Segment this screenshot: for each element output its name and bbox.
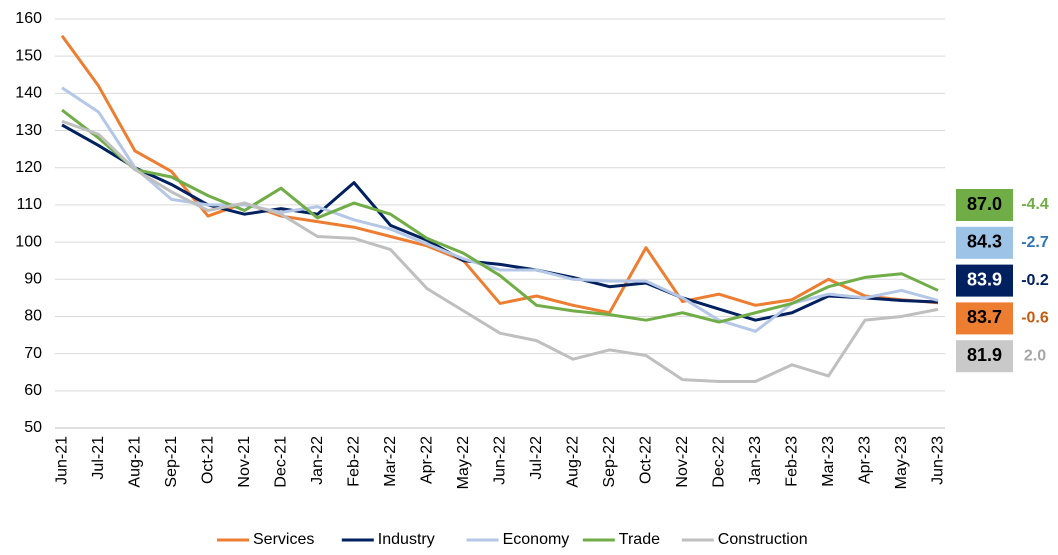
x-tick-label: Oct-22 (638, 436, 655, 484)
x-tick-label: Sep-21 (163, 436, 180, 488)
y-tick-label: 160 (15, 10, 42, 27)
end-label-box (956, 226, 1013, 259)
x-tick-label: Mar-22 (382, 436, 399, 487)
y-tick-label: 140 (15, 85, 42, 102)
series-line (61, 108, 939, 324)
x-tick-label: Aug-21 (127, 436, 144, 488)
x-tick-label: Dec-21 (273, 436, 290, 488)
end-label-box (956, 340, 1013, 373)
x-tick-label: Nov-22 (674, 436, 691, 488)
end-label-change: -4.4 (1021, 196, 1049, 213)
x-tick-label: Feb-22 (346, 436, 363, 487)
x-tick-label: Apr-22 (419, 436, 436, 484)
y-tick-label: 70 (24, 345, 42, 362)
end-label-change: 2.0 (1024, 347, 1046, 364)
y-tick-label: 150 (15, 47, 42, 64)
x-tick-label: Sep-22 (601, 436, 618, 488)
end-label-change: -0.6 (1021, 310, 1049, 327)
y-tick-label: 50 (24, 419, 42, 436)
legend-label: Industry (378, 531, 435, 548)
end-label-box (956, 302, 1013, 335)
end-label-value: 81.9 (967, 345, 1002, 365)
y-tick-label: 130 (15, 122, 42, 139)
x-tick-label: Jun-22 (492, 436, 509, 485)
end-label-change: -0.2 (1021, 272, 1049, 289)
x-tick-label: Jan-22 (309, 436, 326, 485)
x-tick-label: Jul-22 (528, 436, 545, 480)
end-label-value: 84.3 (967, 232, 1002, 252)
x-tick-label: May-23 (893, 436, 910, 489)
y-tick-label: 120 (15, 159, 42, 176)
legend-label: Services (253, 531, 314, 548)
x-tick-label: Dec-22 (711, 436, 728, 488)
end-label-value: 87.0 (967, 194, 1002, 214)
x-tick-label: May-22 (455, 436, 472, 489)
x-tick-label: Jan-23 (747, 436, 764, 485)
legend-label: Construction (718, 531, 808, 548)
series-line (60, 34, 939, 315)
x-tick-label: Jul-21 (90, 436, 107, 480)
x-tick-label: Feb-23 (784, 436, 801, 487)
x-tick-label: Aug-22 (565, 436, 582, 488)
x-tick-label: Mar-23 (820, 436, 837, 487)
y-tick-label: 60 (24, 382, 42, 399)
end-label-value: 83.7 (967, 307, 1002, 327)
x-tick-label: Oct-21 (200, 436, 217, 484)
series-line (61, 86, 939, 333)
end-label-box (956, 189, 1013, 221)
end-label-box (956, 264, 1013, 297)
legend-label: Trade (619, 531, 660, 548)
series-line (61, 119, 939, 384)
end-label-value: 83.9 (967, 269, 1002, 289)
legend-label: Economy (503, 531, 570, 548)
x-tick-label: Apr-23 (857, 436, 874, 484)
x-tick-label: Nov-21 (236, 436, 253, 488)
y-tick-label: 110 (16, 196, 42, 213)
x-tick-label: Jun-23 (930, 436, 947, 485)
end-label-change: -2.7 (1021, 234, 1049, 251)
y-tick-label: 90 (24, 270, 42, 287)
x-tick-label: Jun-21 (54, 436, 71, 485)
y-tick-label: 80 (24, 308, 42, 325)
y-tick-label: 100 (15, 233, 42, 250)
